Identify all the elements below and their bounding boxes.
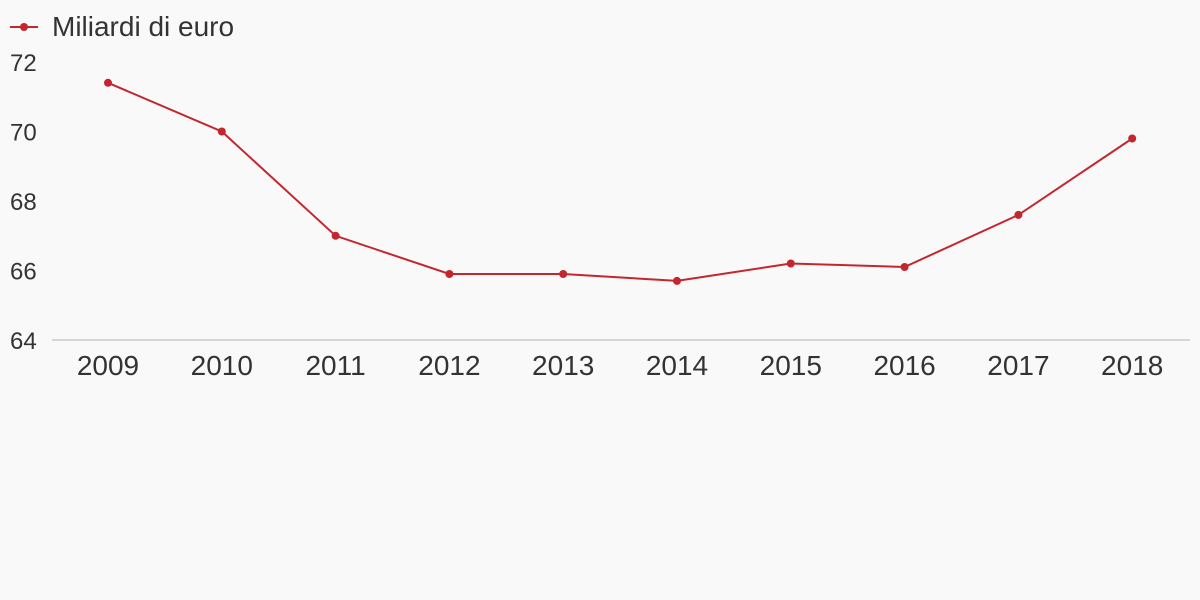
- x-axis-ticks: 2009 2010 2011 2012 2013 2014 2015 2016 2017 2018: [77, 350, 1163, 381]
- y-tick-label: 64: [10, 328, 37, 355]
- data-point: [900, 263, 909, 271]
- y-tick-label: 70: [10, 120, 37, 147]
- legend: Miliardi di euro: [10, 11, 234, 42]
- data-point: [786, 259, 795, 268]
- legend-label: Miliardi di euro: [52, 11, 234, 42]
- x-tick-label: 2011: [305, 350, 365, 381]
- x-tick-label: 2018: [1101, 350, 1163, 381]
- data-point: [559, 270, 568, 278]
- y-tick-label: 66: [10, 259, 37, 286]
- data-point: [104, 78, 112, 87]
- data-point: [445, 270, 454, 278]
- x-tick-label: 2015: [760, 350, 822, 381]
- x-tick-label: 2010: [191, 350, 253, 381]
- series-line: [107, 81, 1133, 282]
- x-tick-label: 2017: [987, 350, 1049, 381]
- data-point: [331, 231, 340, 240]
- y-tick-label: 72: [10, 50, 37, 77]
- data-points: [104, 78, 1137, 285]
- x-tick-label: 2016: [873, 350, 935, 381]
- data-point: [673, 276, 681, 285]
- data-point: [217, 127, 226, 136]
- legend-dot-marker: [20, 23, 28, 31]
- x-tick-label: 2013: [532, 350, 594, 381]
- y-tick-label: 68: [10, 189, 37, 216]
- y-axis-ticks: 64 66 68 70 72: [10, 50, 37, 355]
- data-point: [1128, 134, 1137, 143]
- data-point: [1014, 210, 1023, 219]
- x-tick-label: 2014: [646, 350, 708, 381]
- x-tick-label: 2012: [418, 350, 480, 381]
- x-tick-label: 2009: [77, 350, 139, 381]
